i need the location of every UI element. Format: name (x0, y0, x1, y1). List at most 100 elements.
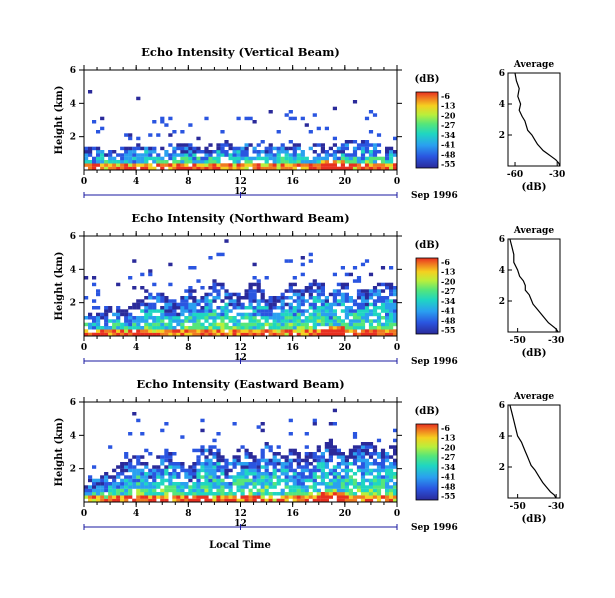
heatmap-cell (196, 329, 201, 333)
heatmap-cell (348, 296, 353, 300)
heatmap-cell (108, 153, 113, 157)
heatmap-cell (260, 329, 265, 333)
heatmap-cell (376, 143, 382, 147)
heatmap-cell (364, 445, 370, 449)
heatmap-cell (92, 492, 97, 496)
heatmap-cell (385, 160, 390, 164)
colorbar-tick-label: -27 (441, 452, 455, 462)
heatmap-cell (200, 309, 205, 313)
heatmap-cell (344, 299, 349, 303)
heatmap-cell (292, 306, 297, 310)
heatmap-cell (180, 153, 185, 157)
heatmap-cell (196, 448, 201, 453)
heatmap-cell (288, 166, 293, 171)
heatmap-cell (264, 322, 269, 327)
heatmap-cell (276, 445, 281, 449)
heatmap-cell (288, 309, 293, 313)
heatmap-cell (84, 495, 89, 499)
heatmap-cell (324, 492, 329, 496)
heatmap-cell (340, 475, 345, 479)
heatmap-cell (132, 319, 137, 323)
heatmap-cell (356, 488, 362, 493)
heatmap-cell (360, 306, 366, 310)
heatmap-cell (356, 458, 362, 463)
average-title: Average (513, 60, 554, 70)
heatmap-cell (176, 462, 181, 466)
heatmap-cell (272, 319, 277, 323)
heatmap-cell (232, 329, 237, 333)
heatmap-cell (389, 322, 394, 327)
heatmap-cell (220, 150, 225, 154)
heatmap-cell (232, 292, 237, 297)
heatmap-cell (360, 468, 366, 473)
heatmap-cell (200, 488, 205, 493)
heatmap-cell (364, 289, 370, 293)
heatmap-cell (368, 322, 374, 327)
heatmap-cell (208, 485, 213, 489)
x-tick-label: 8 (185, 509, 191, 519)
y-axis-label: Height (km) (54, 418, 65, 487)
heatmap-cell (84, 296, 89, 300)
heatmap-cell (376, 326, 382, 330)
heatmap-cell (96, 495, 101, 499)
heatmap-cell (196, 482, 201, 486)
heatmap-cell (332, 272, 337, 277)
heatmap-cell (332, 292, 337, 297)
heatmap-cell (385, 146, 390, 151)
heatmap-cell (393, 286, 398, 290)
heatmap-cell (136, 495, 141, 499)
heatmap-cell (328, 146, 333, 151)
heatmap-cell (320, 289, 325, 293)
heatmap-cell (212, 465, 217, 469)
heatmap-cell (112, 319, 117, 323)
heatmap-cell (240, 482, 245, 486)
heatmap-cell (104, 485, 109, 489)
heatmap-cell (389, 492, 394, 496)
heatmap-cell (336, 478, 341, 483)
heatmap-cell (240, 462, 245, 466)
heatmap-cell (128, 475, 133, 479)
heatmap-cell (368, 166, 374, 171)
heatmap-cell (104, 475, 109, 479)
heatmap-cell (236, 116, 241, 121)
heatmap-cell (160, 482, 165, 486)
heatmap-cell (88, 316, 93, 320)
heatmap-cell (168, 455, 173, 459)
heatmap-cell (300, 482, 305, 486)
heatmap-cell (296, 462, 301, 466)
heatmap-cell (364, 442, 370, 446)
heatmap-cell (244, 146, 249, 151)
heatmap-cell (132, 472, 137, 476)
heatmap-cell (304, 452, 309, 456)
heatmap-cell (316, 492, 321, 496)
heatmap-cell (356, 452, 362, 456)
heatmap-cell (152, 478, 157, 483)
heatmap-cell (308, 455, 313, 459)
heatmap-cell (88, 160, 93, 164)
heatmap-cell (204, 482, 209, 486)
colorbar-tick-label: -34 (441, 462, 456, 472)
heatmap-cell (192, 485, 197, 489)
heatmap-cell (324, 475, 329, 479)
heatmap-cell (360, 156, 366, 161)
heatmap-cell (224, 289, 229, 293)
heatmap-cell (228, 485, 233, 489)
heatmap-cell (216, 160, 221, 164)
heatmap-cell (284, 316, 289, 320)
panel-3: Echo Intensity (Eastward Beam)Height (km… (54, 377, 564, 533)
heatmap-cell (108, 482, 113, 486)
heatmap-cell (200, 306, 205, 310)
heatmap-cell (376, 282, 382, 287)
heatmap-cell (296, 452, 301, 456)
heatmap-cell (244, 163, 249, 167)
heatmap-cell (88, 492, 93, 496)
heatmap-cell (140, 146, 145, 151)
heatmap-cell (120, 495, 125, 499)
heatmap-cell (128, 306, 133, 310)
heatmap-cell (160, 458, 165, 463)
heatmap-cell (196, 150, 201, 154)
heatmap-cell (164, 163, 169, 167)
heatmap-cell (360, 143, 366, 147)
average-x-tick-label: -50 (509, 502, 525, 512)
heatmap-cell (208, 302, 213, 307)
